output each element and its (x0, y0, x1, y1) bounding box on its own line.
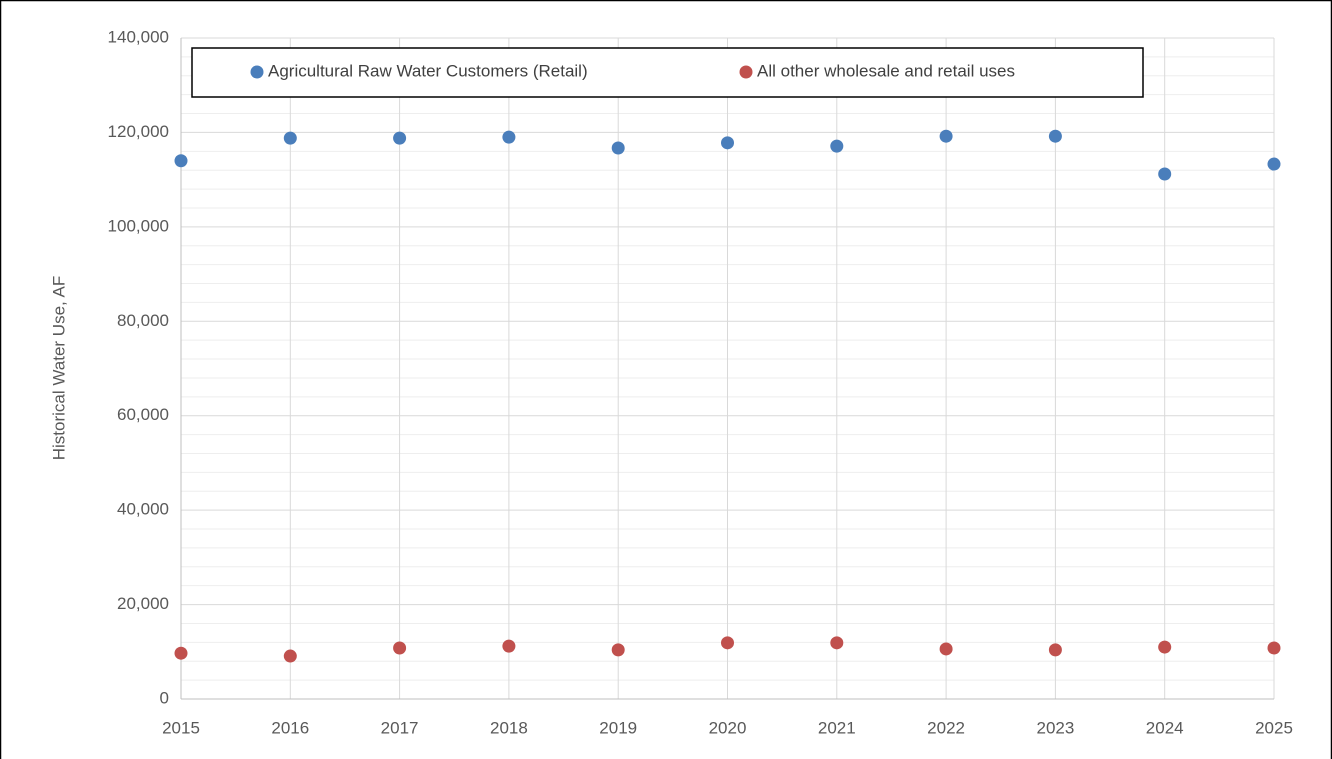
x-tick-label: 2016 (271, 718, 309, 737)
x-tick-label: 2017 (381, 718, 419, 737)
x-tick-label: 2018 (490, 718, 528, 737)
data-point (721, 636, 734, 650)
y-axis-label: Historical Water Use, AF (49, 276, 68, 461)
legend-marker (739, 65, 753, 79)
data-point (1048, 129, 1062, 143)
x-tick-label: 2022 (927, 718, 965, 737)
y-tick-label: 140,000 (108, 27, 169, 46)
y-tick-label: 100,000 (108, 216, 169, 235)
data-point (174, 154, 188, 168)
x-tick-label: 2025 (1255, 718, 1293, 737)
data-point (174, 646, 188, 660)
x-tick-label: 2015 (162, 718, 200, 737)
data-point (939, 129, 953, 143)
data-point (1158, 167, 1172, 181)
data-point (830, 139, 844, 153)
data-point (939, 642, 953, 656)
data-point (502, 130, 516, 144)
legend-marker (250, 65, 264, 79)
x-tick-label: 2020 (709, 718, 747, 737)
y-tick-label: 0 (160, 688, 169, 707)
data-point (611, 643, 625, 657)
y-tick-label: 60,000 (117, 405, 169, 424)
y-tick-label: 80,000 (117, 311, 169, 330)
data-point (1267, 641, 1281, 655)
data-point (393, 641, 407, 655)
legend-label: Agricultural Raw Water Customers (Retail… (268, 61, 588, 80)
data-point (502, 639, 516, 653)
legend-label: All other wholesale and retail uses (757, 61, 1015, 80)
x-tick-label: 2023 (1036, 718, 1074, 737)
data-point (1158, 640, 1172, 654)
data-point (393, 131, 407, 145)
y-tick-label: 20,000 (117, 594, 169, 613)
data-point (283, 649, 297, 663)
y-tick-label: 40,000 (117, 500, 169, 519)
data-point (611, 141, 625, 155)
data-point (830, 636, 844, 650)
x-tick-label: 2024 (1146, 718, 1184, 737)
data-point (721, 136, 734, 150)
y-tick-label: 120,000 (108, 122, 169, 141)
data-point (283, 131, 297, 145)
data-point (1048, 643, 1062, 657)
x-tick-label: 2019 (599, 718, 637, 737)
data-point (1267, 157, 1281, 171)
x-tick-label: 2021 (818, 718, 856, 737)
legend-box (191, 47, 1144, 98)
